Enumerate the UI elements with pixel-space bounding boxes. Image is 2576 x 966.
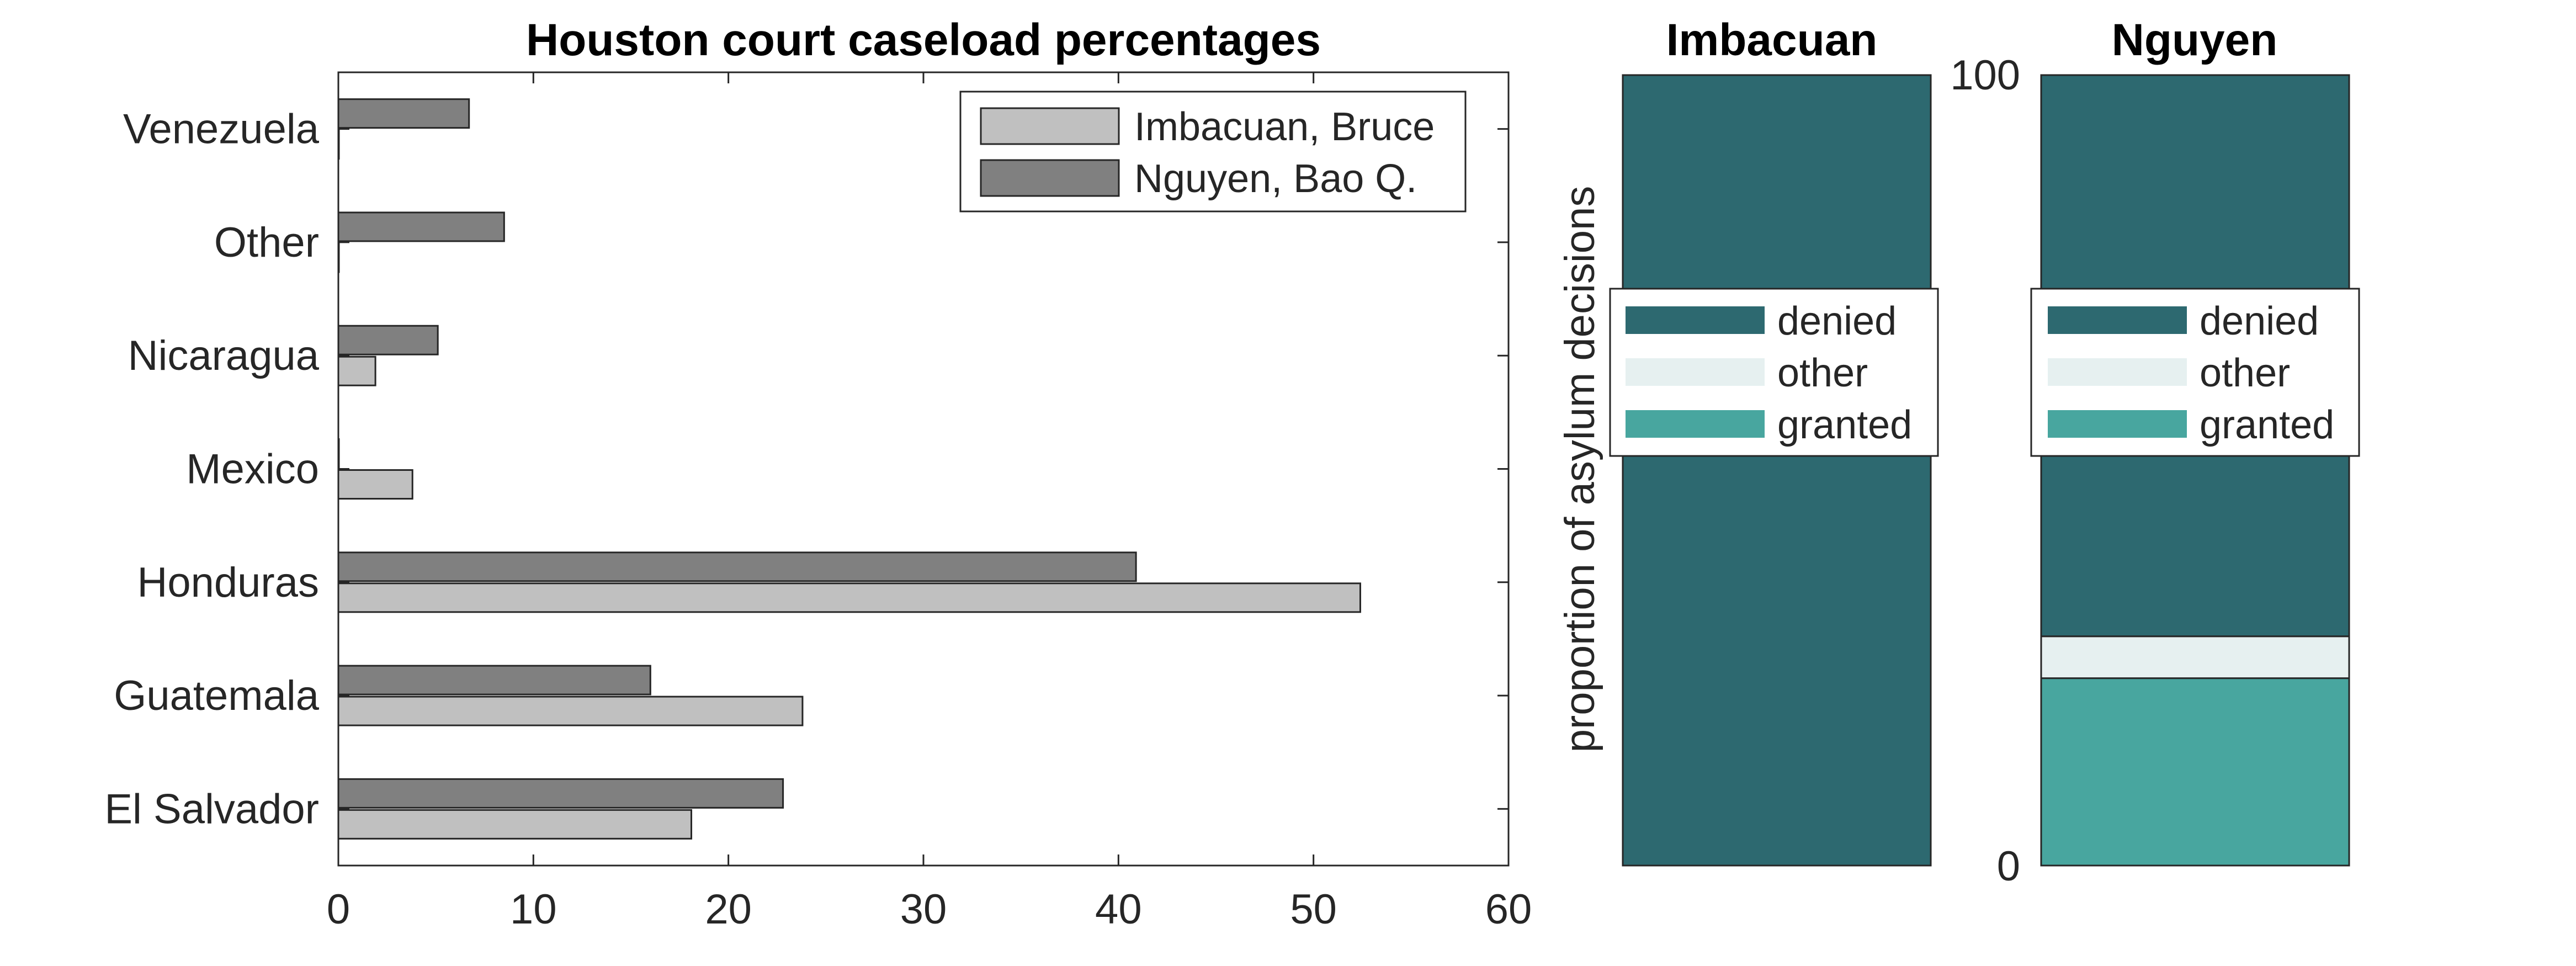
x-tick-label: 20 xyxy=(705,886,752,933)
legend-label-other: other xyxy=(2200,351,2290,395)
nguyen-legend: denied other granted xyxy=(2030,288,2360,457)
segment-other xyxy=(2040,635,2350,680)
nguyen-bar-frame xyxy=(2040,74,2350,867)
category-label-honduras: Honduras xyxy=(137,559,319,606)
legend-label-nguyen: Nguyen, Bao Q. xyxy=(1134,157,1417,201)
bar-mexico-imbacuan-bruce xyxy=(337,469,413,500)
caseload-legend: Imbacuan, Bruce Nguyen, Bao Q. xyxy=(959,91,1467,213)
legend-label-denied: denied xyxy=(2200,299,2319,343)
caseload-chart-title: Houston court caseload percentages xyxy=(526,15,1321,65)
category-label-nicaragua: Nicaragua xyxy=(128,332,320,379)
y-axis-label: proportion of asylum decisions xyxy=(1557,186,1603,753)
nguyen-chart-title: Nguyen xyxy=(2112,15,2278,65)
category-label-other: Other xyxy=(214,219,319,266)
x-tick-label: 40 xyxy=(1095,886,1142,933)
category-label-mexico: Mexico xyxy=(186,446,319,493)
x-tick-label: 60 xyxy=(1485,886,1532,933)
legend-label-granted: granted xyxy=(2200,403,2334,447)
legend-swatch-denied xyxy=(2048,306,2187,334)
legend-swatch-denied xyxy=(1626,306,1765,334)
bar-guatemala-imbacuan-bruce xyxy=(337,696,804,726)
segment-denied xyxy=(1622,74,1932,867)
category-tick-labels: El Salvador Guatemala Honduras Mexico Nicara… xyxy=(104,106,1509,832)
nguyen-segments xyxy=(2040,74,2350,867)
bar-honduras-nguyen-bao-q xyxy=(337,551,1137,582)
bar-honduras-imbacuan-bruce xyxy=(337,582,1361,613)
imbacuan-bar-frame xyxy=(1622,74,1932,867)
y-tick-label-max: 100 xyxy=(1950,52,2020,99)
bar-guatemala-nguyen-bao-q xyxy=(337,665,651,696)
legend-swatch-nguyen xyxy=(980,159,1120,197)
x-tick-label: 30 xyxy=(900,886,947,933)
bar-venezuela-nguyen-bao-q xyxy=(337,98,470,129)
legend-label-granted: granted xyxy=(1777,403,1912,447)
category-label-el-salvador: El Salvador xyxy=(104,785,319,832)
bar-el-salvador-nguyen-bao-q xyxy=(337,778,784,809)
category-label-venezuela: Venezuela xyxy=(123,106,320,153)
caseload-chart: Houston court caseload percentages El Sa… xyxy=(104,15,1532,933)
segment-granted xyxy=(2040,677,2350,867)
nguyen-decisions-chart: Nguyen 100 0 denied other granted xyxy=(1950,15,2360,890)
bar-nicaragua-imbacuan-bruce xyxy=(337,355,376,386)
x-tick-label: 0 xyxy=(327,886,350,933)
caseload-bars xyxy=(337,98,1361,840)
bar-nicaragua-nguyen-bao-q xyxy=(337,325,439,355)
legend-label-imbacuan: Imbacuan, Bruce xyxy=(1134,105,1435,149)
legend-swatch-granted xyxy=(1626,410,1765,438)
category-label-guatemala: Guatemala xyxy=(114,672,319,719)
legend-swatch-other xyxy=(2048,358,2187,386)
legend-swatch-imbacuan xyxy=(980,107,1120,145)
x-tick-labels: 0 10 20 30 40 50 60 xyxy=(327,72,1532,933)
legend-label-other: other xyxy=(1777,351,1868,395)
legend-swatch-other xyxy=(1626,358,1765,386)
bar-other-nguyen-bao-q xyxy=(337,211,505,242)
legend-swatch-granted xyxy=(2048,410,2187,438)
imbacuan-chart-title: Imbacuan xyxy=(1666,15,1878,65)
imbacuan-segments xyxy=(1622,74,1932,867)
x-tick-label: 50 xyxy=(1290,886,1337,933)
imbacuan-decisions-chart: Imbacuan proportion of asylum decisions … xyxy=(1557,15,1939,867)
caseload-plot-frame xyxy=(337,71,1510,867)
bar-el-salvador-imbacuan-bruce xyxy=(337,809,693,840)
x-tick-label: 10 xyxy=(510,886,557,933)
legend-label-denied: denied xyxy=(1777,299,1897,343)
y-tick-label-min: 0 xyxy=(1997,843,2020,890)
imbacuan-legend: denied other granted xyxy=(1609,288,1939,457)
